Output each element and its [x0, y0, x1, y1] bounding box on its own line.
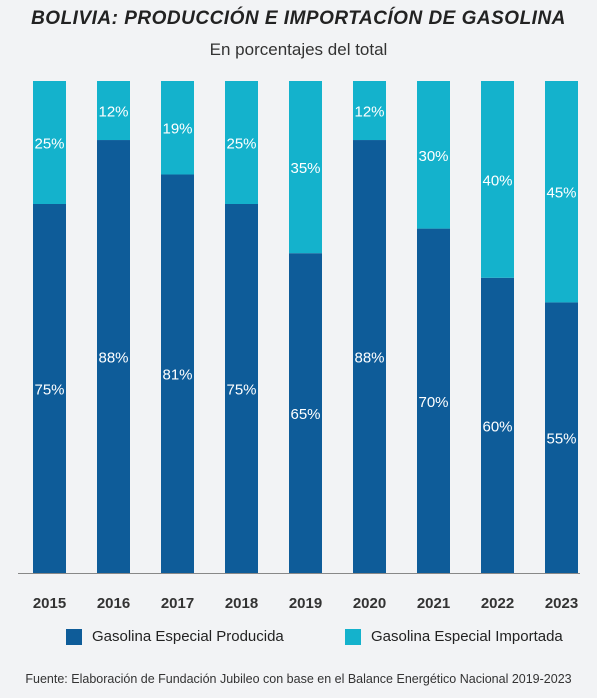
bar-producida-2022 [481, 277, 514, 573]
data-label-importada-2019: 35% [290, 160, 320, 177]
legend-swatch-importada [345, 628, 361, 645]
bar-importada-2017 [161, 81, 194, 175]
legend-label-producida: Gasolina Especial Producida [92, 628, 284, 645]
legend-item-producida: Gasolina Especial Producida [66, 628, 284, 645]
bar-importada-2020 [353, 81, 386, 141]
bar-producida-2017 [161, 174, 194, 574]
source-note: Fuente: Elaboración de Fundación Jubileo… [25, 672, 572, 686]
bar-producida-2015 [33, 204, 66, 573]
data-label-importada-2022: 40% [482, 172, 512, 189]
legend-item-importada: Gasolina Especial Importada [345, 628, 563, 645]
chart-title: BOLIVIA: PRODUCCIÓN E IMPORTACÍON DE GAS… [31, 8, 566, 29]
bar-importada-2023 [545, 81, 578, 303]
bar-importada-2019 [289, 81, 322, 254]
x-tick-label-2016: 2016 [97, 595, 130, 612]
legend-swatch-producida [66, 628, 82, 645]
bar-importada-2018 [225, 81, 258, 204]
bar-importada-2021 [417, 81, 450, 229]
x-tick-label-2015: 2015 [33, 595, 66, 612]
data-label-importada-2023: 45% [546, 185, 576, 202]
bar-producida-2018 [225, 204, 258, 573]
data-label-producida-2022: 60% [482, 418, 512, 435]
bar-producida-2021 [417, 228, 450, 573]
bar-importada-2016 [97, 81, 130, 141]
data-label-importada-2018: 25% [226, 136, 256, 153]
x-tick-label-2022: 2022 [481, 595, 514, 612]
data-label-producida-2018: 75% [226, 382, 256, 399]
data-label-producida-2017: 81% [162, 367, 192, 384]
data-label-importada-2017: 19% [162, 121, 192, 138]
bar-producida-2023 [545, 302, 578, 573]
legend: Gasolina Especial Producida Gasolina Esp… [0, 628, 597, 652]
legend-label-importada: Gasolina Especial Importada [371, 628, 563, 645]
x-tick-label-2019: 2019 [289, 595, 322, 612]
x-tick-label-2018: 2018 [225, 595, 258, 612]
x-tick-label-2020: 2020 [353, 595, 386, 612]
bar-importada-2015 [33, 81, 66, 204]
data-label-producida-2015: 75% [34, 382, 64, 399]
bar-producida-2020 [353, 140, 386, 574]
x-tick-label-2023: 2023 [545, 595, 578, 612]
bar-producida-2016 [97, 140, 130, 574]
data-label-importada-2020: 12% [354, 104, 384, 121]
bar-importada-2022 [481, 81, 514, 278]
data-label-producida-2021: 70% [418, 394, 448, 411]
data-label-importada-2015: 25% [34, 136, 64, 153]
x-tick-label-2021: 2021 [417, 595, 450, 612]
data-label-importada-2021: 30% [418, 148, 448, 165]
data-label-producida-2023: 55% [546, 431, 576, 448]
data-label-producida-2016: 88% [98, 350, 128, 367]
stacked-bar-chart: 75% 25% 2015 88% 12% 2016 81% 19% 2017 75% 25% 2018… [18, 81, 580, 612]
data-label-importada-2016: 12% [98, 104, 128, 121]
data-label-producida-2019: 65% [290, 406, 320, 423]
x-tick-label-2017: 2017 [161, 595, 194, 612]
data-label-producida-2020: 88% [354, 350, 384, 367]
bar-producida-2019 [289, 253, 322, 573]
chart-subtitle: En porcentajes del total [209, 40, 388, 59]
